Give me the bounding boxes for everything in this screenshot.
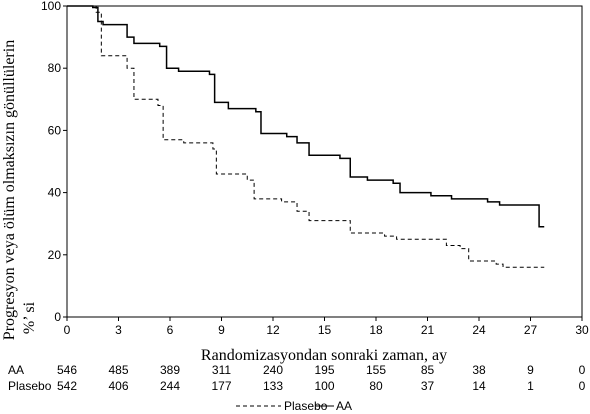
y-tick-label: 20	[48, 248, 62, 262]
y-tick-label: 40	[48, 186, 62, 200]
risk-cell: 9	[527, 363, 534, 377]
risk-cell: 177	[211, 379, 231, 393]
risk-cell: 195	[314, 363, 334, 377]
risk-cell: 244	[160, 379, 180, 393]
risk-cell: 100	[314, 379, 334, 393]
risk-cell: 546	[57, 363, 77, 377]
risk-row-label: Plasebo	[8, 379, 52, 393]
plot-frame	[66, 5, 583, 318]
risk-cell: 14	[472, 379, 486, 393]
legend: Plasebo AA	[236, 399, 352, 413]
x-tick-label: 18	[369, 323, 383, 337]
risk-cell: 0	[579, 379, 586, 393]
x-axis-label: Randomizasyondan sonraki zaman, ay	[201, 347, 447, 364]
curve-plasebo	[67, 5, 545, 268]
risk-cell: 542	[57, 379, 77, 393]
x-tick-label: 30	[575, 323, 589, 337]
y-axis-label-line2: %’ si	[21, 301, 38, 334]
y-axis-label: Progresyon veya ölüm olmaksızın gönüllül…	[1, 40, 38, 340]
x-tick-label: 3	[115, 323, 122, 337]
risk-cell: 155	[366, 363, 386, 377]
risk-cell: 406	[108, 379, 128, 393]
x-tick-label: 21	[421, 323, 435, 337]
risk-cell: 38	[472, 363, 486, 377]
y-axis-label-line1: Progresyon veya ölüm olmaksızın gönüllül…	[1, 40, 18, 340]
x-tick-label: 27	[524, 323, 538, 337]
risk-cell: 37	[421, 379, 435, 393]
legend-label-aa: AA	[336, 399, 352, 413]
x-tick-label: 0	[64, 323, 71, 337]
survival-curves	[67, 5, 545, 268]
x-tick-label: 15	[318, 323, 332, 337]
risk-cell: 1	[527, 379, 534, 393]
risk-cell: 389	[160, 363, 180, 377]
risk-cell: 85	[421, 363, 435, 377]
risk-row-label: AA	[8, 363, 24, 377]
risk-cell: 311	[212, 363, 231, 377]
risk-cell: 80	[369, 379, 383, 393]
y-tick-label: 100	[41, 0, 61, 13]
x-tick-label: 9	[218, 323, 225, 337]
y-tick-label: 0	[54, 310, 61, 324]
risk-cell: 485	[108, 363, 128, 377]
x-tick-label: 6	[167, 323, 174, 337]
risk-cell: 0	[579, 363, 586, 377]
y-axis-ticks: 0 20 40 60 80 100	[41, 0, 67, 324]
y-tick-label: 60	[48, 123, 62, 137]
legend-label-plasebo: Plasebo	[284, 399, 328, 413]
x-tick-label: 24	[472, 323, 486, 337]
risk-cell: 240	[263, 363, 283, 377]
risk-cell: 133	[263, 379, 283, 393]
curve-aa	[67, 5, 545, 228]
x-tick-label: 12	[266, 323, 280, 337]
x-axis-ticks: 0 3 6 9 12 15 18 21 24 27 30	[64, 317, 589, 337]
y-tick-label: 80	[48, 61, 62, 75]
